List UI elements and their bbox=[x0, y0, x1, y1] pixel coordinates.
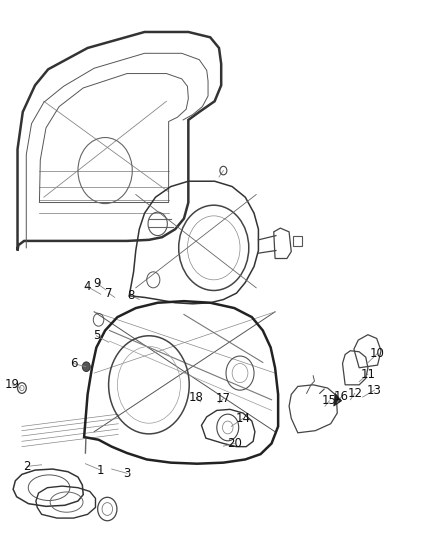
Polygon shape bbox=[334, 393, 342, 406]
Text: 8: 8 bbox=[128, 289, 135, 302]
Text: 1: 1 bbox=[97, 464, 105, 477]
Text: 6: 6 bbox=[70, 357, 78, 370]
Text: 19: 19 bbox=[5, 378, 20, 391]
Text: 14: 14 bbox=[236, 412, 251, 425]
Text: 11: 11 bbox=[360, 368, 375, 381]
Text: 7: 7 bbox=[105, 287, 113, 300]
Text: 4: 4 bbox=[83, 280, 91, 293]
Text: 12: 12 bbox=[347, 387, 362, 400]
Circle shape bbox=[82, 362, 90, 372]
Text: 2: 2 bbox=[23, 460, 31, 473]
Text: 13: 13 bbox=[367, 384, 382, 397]
Text: 15: 15 bbox=[322, 394, 337, 407]
Text: 20: 20 bbox=[227, 437, 242, 450]
Text: 10: 10 bbox=[370, 347, 385, 360]
Text: 9: 9 bbox=[93, 277, 101, 290]
Text: 5: 5 bbox=[93, 329, 100, 342]
Text: 18: 18 bbox=[189, 391, 204, 403]
Text: 16: 16 bbox=[334, 390, 349, 403]
Text: 3: 3 bbox=[124, 467, 131, 480]
Text: 17: 17 bbox=[216, 392, 231, 405]
